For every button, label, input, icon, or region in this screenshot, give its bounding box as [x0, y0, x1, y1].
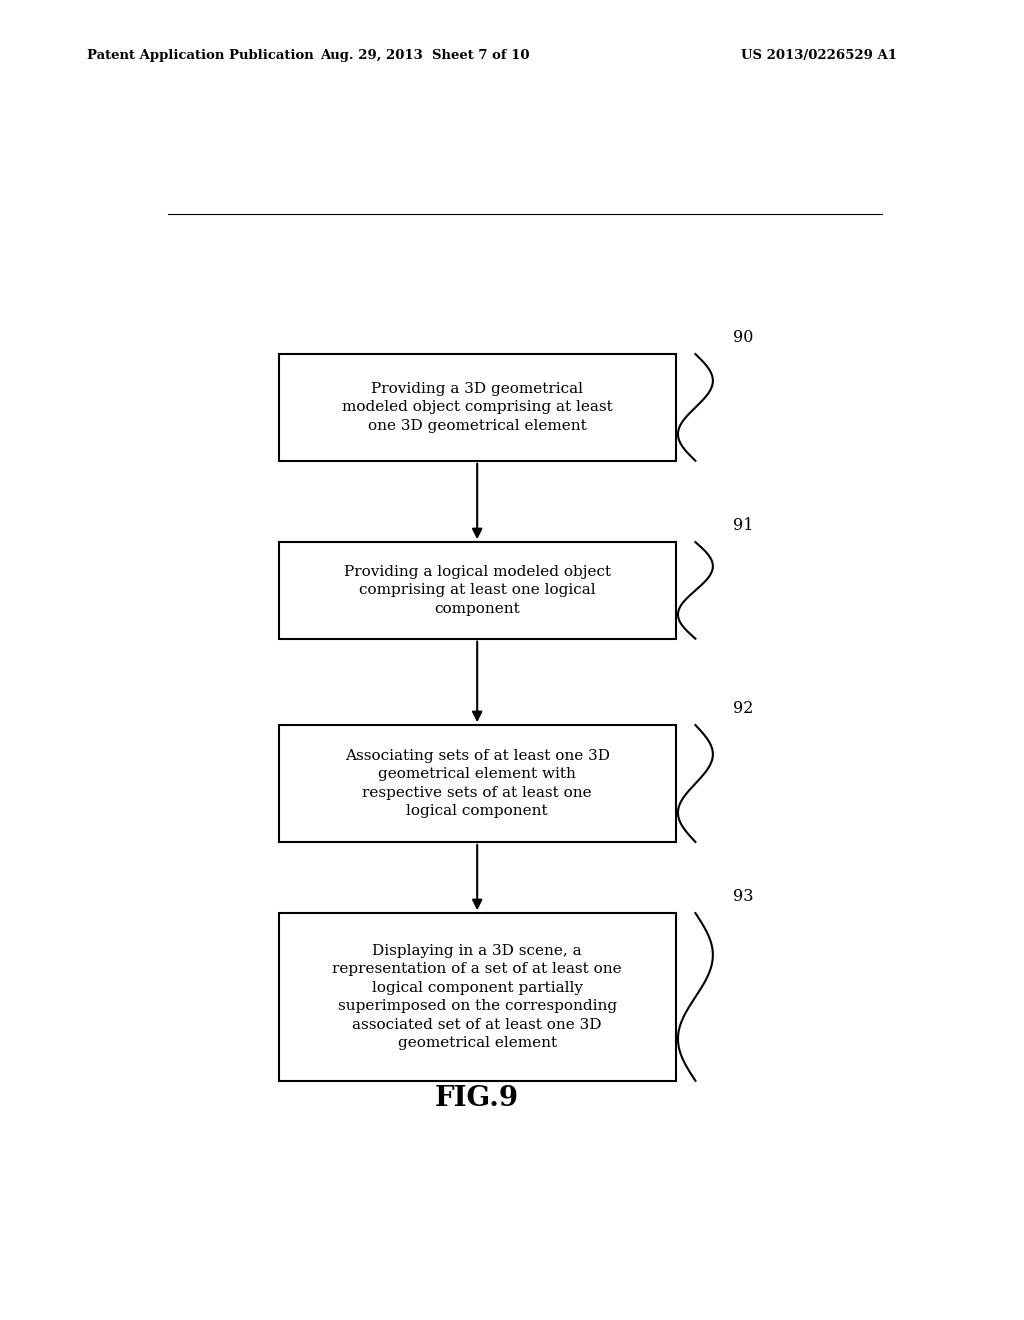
Text: Patent Application Publication: Patent Application Publication: [87, 49, 313, 62]
Text: Displaying in a 3D scene, a
representation of a set of at least one
logical comp: Displaying in a 3D scene, a representati…: [333, 944, 622, 1049]
Bar: [279, 354, 676, 461]
Text: FIG.9: FIG.9: [435, 1085, 519, 1111]
Bar: [279, 543, 676, 639]
Text: Aug. 29, 2013  Sheet 7 of 10: Aug. 29, 2013 Sheet 7 of 10: [321, 49, 529, 62]
Text: Providing a logical modeled object
comprising at least one logical
component: Providing a logical modeled object compr…: [344, 565, 610, 615]
Text: Providing a 3D geometrical
modeled object comprising at least
one 3D geometrical: Providing a 3D geometrical modeled objec…: [342, 381, 612, 433]
Bar: [279, 913, 676, 1081]
Text: 93: 93: [733, 888, 754, 906]
Text: Associating sets of at least one 3D
geometrical element with
respective sets of : Associating sets of at least one 3D geom…: [345, 748, 609, 818]
Text: 91: 91: [733, 517, 754, 535]
Text: 90: 90: [733, 329, 753, 346]
Text: 92: 92: [733, 700, 753, 717]
Bar: [279, 725, 676, 842]
Text: US 2013/0226529 A1: US 2013/0226529 A1: [741, 49, 897, 62]
